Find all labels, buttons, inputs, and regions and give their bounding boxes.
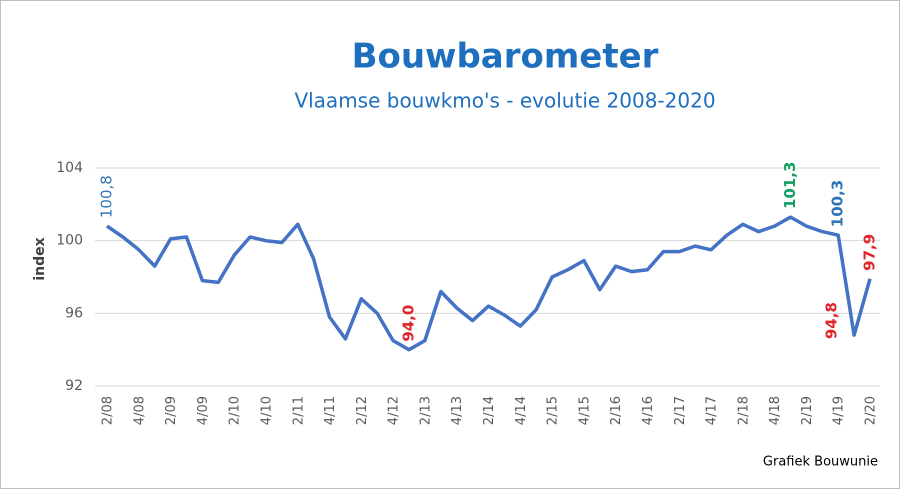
x-tick-label: 2/09 <box>164 396 179 425</box>
x-tick-label: 2/14 <box>482 396 497 425</box>
x-tick-label: 2/15 <box>546 396 561 425</box>
x-tick-label: 2/08 <box>101 396 116 425</box>
x-tick-label: 4/13 <box>450 396 465 425</box>
source-note: Grafiek Bouwunie <box>763 455 878 470</box>
chart-title: Bouwbarometer <box>352 37 659 77</box>
x-tick-label: 2/19 <box>800 396 815 425</box>
x-tick-label: 4/11 <box>323 396 338 425</box>
x-tick-label: 2/11 <box>291 396 306 425</box>
x-tick-label: 4/16 <box>641 396 656 425</box>
x-tick-label: 2/16 <box>609 396 624 425</box>
x-tick-label: 2/17 <box>673 396 688 425</box>
x-tick-label: 2/18 <box>736 396 751 425</box>
x-tick-label: 2/10 <box>228 396 243 425</box>
y-axis-label: index <box>32 237 48 280</box>
data-label: 97,9 <box>861 234 879 271</box>
y-tick-label: 92 <box>65 378 83 394</box>
data-label: 101,3 <box>781 162 799 209</box>
x-tick-label: 4/14 <box>514 396 529 425</box>
data-label: 100,8 <box>98 175 116 218</box>
x-tick-label: 2/12 <box>355 396 370 425</box>
y-tick-label: 100 <box>56 233 83 249</box>
x-tick-label: 4/15 <box>577 396 592 425</box>
data-label: 100,3 <box>829 180 847 227</box>
data-label: 94,0 <box>400 305 418 342</box>
x-tick-label: 2/13 <box>418 396 433 425</box>
x-tick-label: 4/09 <box>196 396 211 425</box>
y-tick-label: 104 <box>56 160 83 176</box>
x-tick-label: 4/17 <box>705 396 720 425</box>
x-tick-label: 4/10 <box>259 396 274 425</box>
chart-subtitle: Vlaamse bouwkmo's - evolutie 2008-2020 <box>294 89 715 113</box>
x-tick-label: 4/18 <box>768 396 783 425</box>
x-tick-label: 4/19 <box>832 396 847 425</box>
data-line <box>106 215 872 352</box>
y-tick-label: 96 <box>65 305 83 321</box>
x-tick-label: 4/08 <box>132 396 147 425</box>
data-label: 94,8 <box>823 302 841 339</box>
x-tick-label: 4/12 <box>387 396 402 425</box>
x-tick-label: 2/20 <box>864 396 879 425</box>
